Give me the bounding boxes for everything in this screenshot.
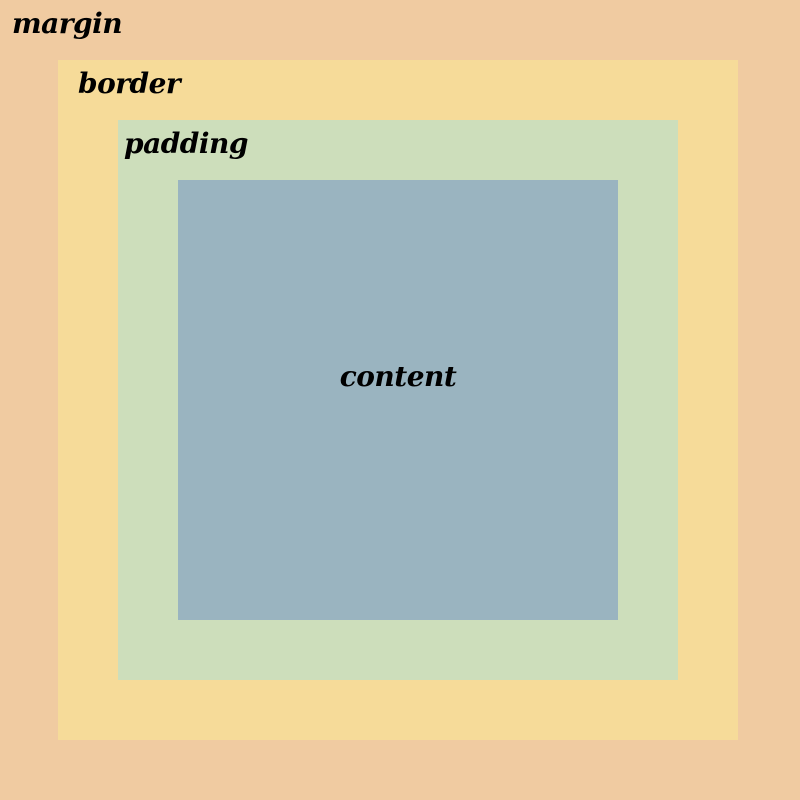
border-label: border [78,67,181,100]
content-box: content [178,180,618,620]
padding-label: padding [124,127,248,160]
margin-label: margin [12,7,123,40]
content-label: content [339,360,457,393]
